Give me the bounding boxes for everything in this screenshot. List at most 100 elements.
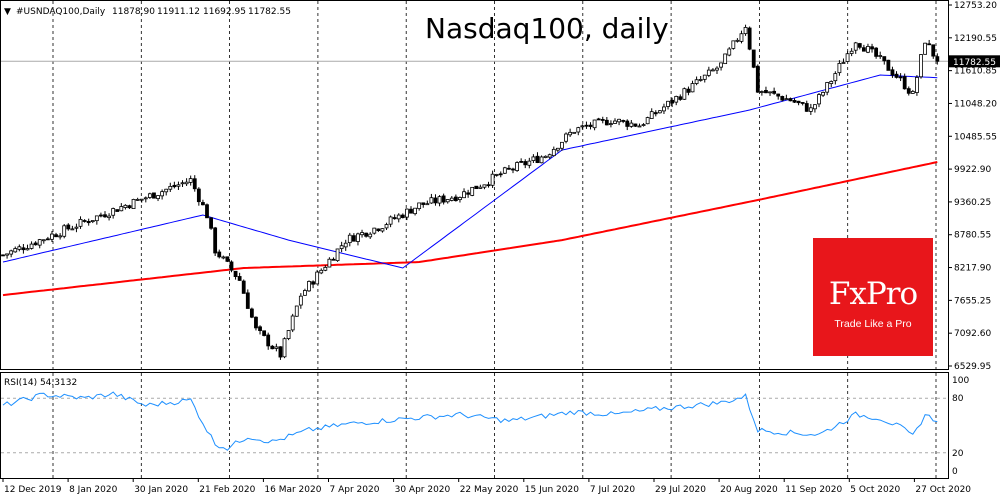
candle [368, 232, 373, 239]
candle-body [351, 235, 356, 242]
candle [33, 241, 38, 246]
candle [103, 211, 107, 218]
candle-body [482, 184, 487, 188]
candle [670, 97, 675, 108]
candle-body [694, 79, 699, 84]
candle-body [441, 195, 446, 203]
candle-body [356, 233, 360, 242]
candle-body [702, 74, 707, 80]
candle [441, 193, 446, 205]
candle [515, 161, 519, 172]
candle [380, 228, 385, 233]
candle-body [111, 208, 116, 216]
candle [861, 44, 866, 52]
candle [609, 120, 613, 128]
candle-body [327, 258, 332, 268]
candle-body [645, 117, 650, 125]
candle-body [576, 127, 581, 133]
candle [478, 184, 483, 189]
candle [78, 216, 83, 229]
candle-body [66, 224, 71, 230]
candle [156, 195, 160, 202]
candle [152, 192, 156, 199]
candle-body [445, 199, 450, 203]
collapse-arrow-icon[interactable]: ▼ [4, 7, 11, 17]
candle-body [94, 215, 99, 222]
candle [17, 244, 22, 252]
candle [674, 95, 679, 106]
candle-body [919, 54, 923, 78]
candle-body [9, 250, 14, 255]
candle-body [849, 50, 854, 54]
candle [698, 76, 703, 82]
y-tick-label: 11048.20 [954, 99, 997, 109]
candle [462, 188, 466, 199]
candle-body [176, 184, 181, 187]
x-tick-label: 11 Sep 2020 [785, 485, 842, 495]
candle-body [715, 67, 719, 71]
candle [902, 73, 907, 90]
candle [160, 189, 165, 200]
candle-body [405, 208, 409, 218]
candle-body [188, 178, 193, 183]
candle [743, 24, 748, 36]
candle-body [915, 77, 919, 93]
candle [388, 215, 393, 228]
candle-body [788, 98, 793, 102]
candle [580, 124, 585, 130]
candle [588, 122, 593, 130]
candle-body [833, 73, 838, 82]
candle-body [580, 125, 585, 128]
candle-body [592, 119, 597, 129]
candle-body [466, 192, 471, 195]
candle [351, 233, 356, 242]
candle-body [262, 330, 267, 336]
candle [808, 103, 813, 115]
candle-body [217, 251, 222, 258]
candle [196, 187, 201, 206]
candle-body [776, 93, 781, 97]
candle [551, 146, 556, 157]
candle-body [453, 196, 458, 202]
candle-body [209, 217, 213, 229]
candle-body [910, 91, 915, 94]
candle-body [254, 316, 258, 329]
candle [507, 165, 511, 170]
candle [780, 95, 785, 102]
candle-body [686, 88, 691, 93]
candle [86, 218, 91, 226]
candle [641, 123, 646, 127]
candle [225, 256, 230, 263]
x-tick-label: 12 Dec 2019 [4, 485, 62, 495]
ma50-line [2, 74, 938, 269]
candle [604, 117, 609, 126]
candle [421, 202, 426, 208]
candle [29, 241, 34, 250]
candle [494, 173, 499, 177]
candle-body [21, 247, 26, 251]
candle-body [127, 205, 132, 209]
candle-body [119, 206, 124, 212]
candle [241, 279, 246, 294]
candle-body [764, 90, 768, 94]
ohlc-close: 11782.55 [248, 7, 291, 17]
x-tick-label: 7 Jul 2020 [590, 485, 635, 495]
candle-body [331, 258, 336, 261]
candle [849, 48, 854, 57]
x-tick-label: 27 Oct 2020 [915, 485, 971, 495]
candle-body [723, 53, 728, 65]
candle-body [396, 214, 401, 220]
candle-body [698, 79, 703, 81]
candle [168, 182, 173, 192]
candle [555, 147, 560, 153]
candle-body [221, 256, 226, 259]
candle-body [861, 47, 866, 52]
candle [13, 246, 18, 253]
candle-body [498, 173, 503, 176]
x-tick-label: 20 Aug 2020 [720, 485, 778, 495]
candle-body [307, 281, 311, 292]
candle-body [511, 168, 515, 171]
candle [453, 194, 458, 202]
candle [233, 270, 238, 280]
